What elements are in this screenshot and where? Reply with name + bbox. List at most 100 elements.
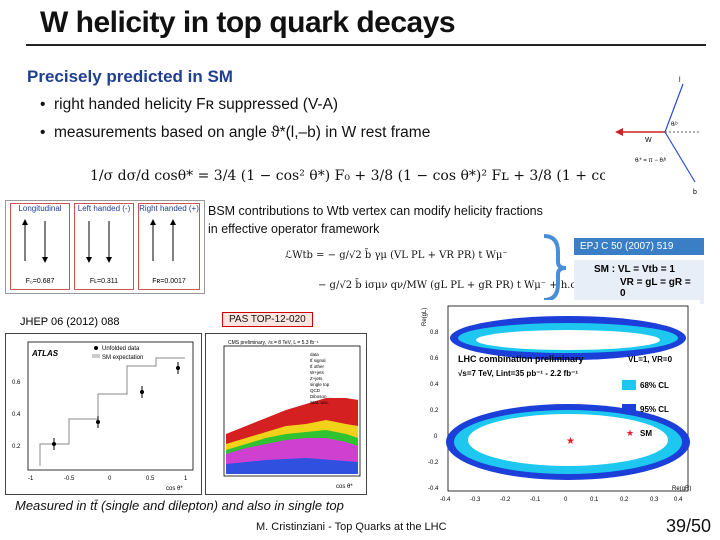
cms-header: CMS preliminary, √s = 8 TeV, L = 5.3 fb⁻…	[228, 339, 319, 346]
cms-legend-item: Stat. unc.	[310, 400, 329, 405]
diagram-label-lepton: l	[679, 77, 681, 84]
diagram-label-b: b	[693, 189, 697, 196]
atlas-plot-svg: ATLAS Unfolded data SM expectation 0.6 0…	[12, 341, 194, 492]
legend-95-label: 95% CL	[640, 405, 669, 414]
legend-marker	[94, 346, 98, 350]
atlas-xtick: -1	[28, 476, 34, 482]
pas-reference-box: PAS TOP-12-020	[222, 312, 313, 327]
formula-lhs: 1/σ dσ/d cosθ*	[90, 168, 194, 184]
cms-legend-item: Z+jets	[310, 376, 323, 381]
sm-values-box: SM : VL = Vtb = 1 VR = gL = gR = 0	[574, 260, 704, 304]
epj-reference-box: EPJ C 50 (2007) 519	[574, 238, 704, 255]
helicity-label: Left handed (-)	[77, 204, 131, 213]
helicity-value: Fʟ=0.311	[89, 278, 119, 285]
jhep-reference: JHEP 06 (2012) 088	[20, 316, 120, 328]
cms-legend-item: data	[310, 352, 319, 357]
lhc-plot-energy: √s=7 TeV, Lint=35 pb⁻¹ - 2.2 fb⁻¹	[458, 369, 578, 378]
legend-swatch	[92, 354, 100, 358]
sm-star-icon: ★	[566, 436, 575, 447]
lhc-ytick: 0	[434, 434, 438, 440]
atlas-ytick: 0.2	[12, 444, 21, 450]
legend-95-swatch	[622, 404, 636, 414]
atlas-xlabel: cos θ*	[166, 486, 183, 492]
helicity-label: Longitudinal	[18, 204, 62, 213]
lagrangian-line-2: − g/√2 b̄ iσμν qν/MW (gL PL + gR PR) t W…	[318, 280, 580, 291]
bullet-icon: •	[40, 96, 46, 113]
formula-rhs: = 3/4 (1 − cos² θ*) F₀ + 3/8 (1 − cos θ*…	[197, 168, 669, 184]
cms-xlabel: cos θ*	[336, 484, 353, 490]
bsm-text-line-2: in effective operator framework	[208, 222, 380, 236]
atlas-data-points	[52, 362, 180, 450]
bullet-icon: •	[40, 124, 46, 141]
lhc-xtick: -0.1	[530, 497, 541, 503]
arrow-head	[106, 257, 112, 263]
slide-title: W helicity in top quark decays	[40, 6, 456, 39]
lhc-xtick: -0.3	[470, 497, 481, 503]
lhc-xtick: -0.4	[440, 497, 451, 503]
helicity-value: Fʀ=0.0017	[152, 278, 186, 285]
cms-legend: data tt̄ signal tt̄ other W+jets Z+jets …	[310, 352, 330, 405]
lhc-xtick: 0.3	[650, 497, 659, 503]
helicity-formula: 1/σ dσ/d cosθ* = 3/4 (1 − cos² θ*) F₀ + …	[90, 168, 668, 184]
bullet-1: • right handed helicity Fʀ suppressed (V-…	[40, 96, 339, 113]
diagram-label-w: W	[645, 137, 652, 144]
excluded-top	[476, 330, 660, 350]
helicity-arrows	[150, 219, 176, 261]
cms-legend-item: tt̄ other	[310, 363, 325, 369]
lhc-ytick: 0.8	[430, 330, 439, 336]
brace-path	[543, 234, 567, 302]
atlas-xtick: 0.5	[146, 476, 155, 482]
lepton-line	[664, 83, 684, 133]
helicity-box-left: Left handed (-) Fʟ=0.311	[74, 203, 134, 290]
sm-expectation-line	[39, 357, 185, 466]
lhc-plot-svg: ★ LHC combination preliminary √s=7 TeV, …	[422, 305, 691, 503]
cms-plot: CMS preliminary, √s = 8 TeV, L = 5.3 fb⁻…	[205, 333, 367, 495]
atlas-xtick: 0	[108, 476, 112, 482]
page-number: 39/50	[666, 516, 712, 536]
lhc-combination-plot: ★ LHC combination preliminary √s=7 TeV, …	[418, 300, 700, 505]
lagrangian-line-1: ℒWtb = − g/√2 b̄ γμ (VL PL + VR PR) t Wμ…	[285, 250, 508, 261]
sm-values-line-1: SM : VL = Vtb = 1	[594, 264, 675, 275]
legend-68-label: 68% CL	[640, 381, 669, 390]
atlas-legend-sm: SM expectation	[102, 355, 143, 361]
title-divider	[26, 44, 706, 46]
lhc-plot-model: VL=1, VR=0	[628, 355, 673, 364]
helicity-panel: Longitudinal F₀=0.687 Left handed (-) Fʟ…	[5, 200, 205, 294]
helicity-arrows	[86, 221, 112, 263]
diagram-label-angle: θₗᵇ	[671, 121, 678, 128]
decay-diagram: l W b θₗᵇ θₗ* = π − θₗᵇ	[605, 70, 705, 200]
lhc-xlabel: Re(gR)	[672, 486, 691, 492]
lhc-xtick: 0.2	[620, 497, 629, 503]
w-arrow-head	[615, 128, 623, 136]
atlas-legend-data: Unfolded data	[102, 346, 140, 352]
legend-sm-icon: ★	[626, 428, 634, 438]
diagram-label-relation: θₗ* = π − θₗᵇ	[635, 157, 667, 164]
atlas-xtick: -0.5	[64, 476, 75, 482]
arrow-head	[150, 219, 156, 225]
lhc-ytick: -0.4	[428, 486, 439, 492]
bracket-brace	[543, 234, 567, 302]
stack-single-top	[226, 458, 358, 474]
legend-68-swatch	[622, 380, 636, 390]
helicity-box-right: Right handed (+) Fʀ=0.0017	[138, 203, 200, 290]
measurement-caption: Measured in tt̄ (single and dilepton) an…	[15, 498, 344, 513]
diagram-background	[605, 70, 705, 200]
excluded-bottom	[468, 414, 668, 466]
cms-plot-svg: CMS preliminary, √s = 8 TeV, L = 5.3 fb⁻…	[223, 339, 361, 490]
helicity-label: Right handed (+)	[139, 204, 199, 213]
bsm-text-line-1: BSM contributions to Wtb vertex can modi…	[208, 204, 543, 218]
helicity-value: F₀=0.687	[25, 278, 55, 285]
sm-values-line-2: VR = gL = gR = 0	[620, 277, 691, 299]
helicity-arrows	[22, 219, 48, 263]
cms-stack	[226, 398, 358, 474]
atlas-plot: ATLAS Unfolded data SM expectation 0.6 0…	[5, 333, 202, 495]
cms-legend-item: W+jets	[310, 370, 325, 375]
lhc-ylabel: Re(gL)	[422, 308, 428, 326]
cms-legend-item: single top	[310, 382, 330, 387]
lhc-xtick: 0	[564, 497, 568, 503]
atlas-axes	[27, 341, 194, 471]
bullet-2: • measurements based on angle ϑ*(l,–b) in…	[40, 124, 431, 141]
cms-legend-item: tt̄ signal	[310, 357, 326, 363]
arrow-head	[86, 257, 92, 263]
lhc-ytick: 0.2	[430, 408, 439, 414]
